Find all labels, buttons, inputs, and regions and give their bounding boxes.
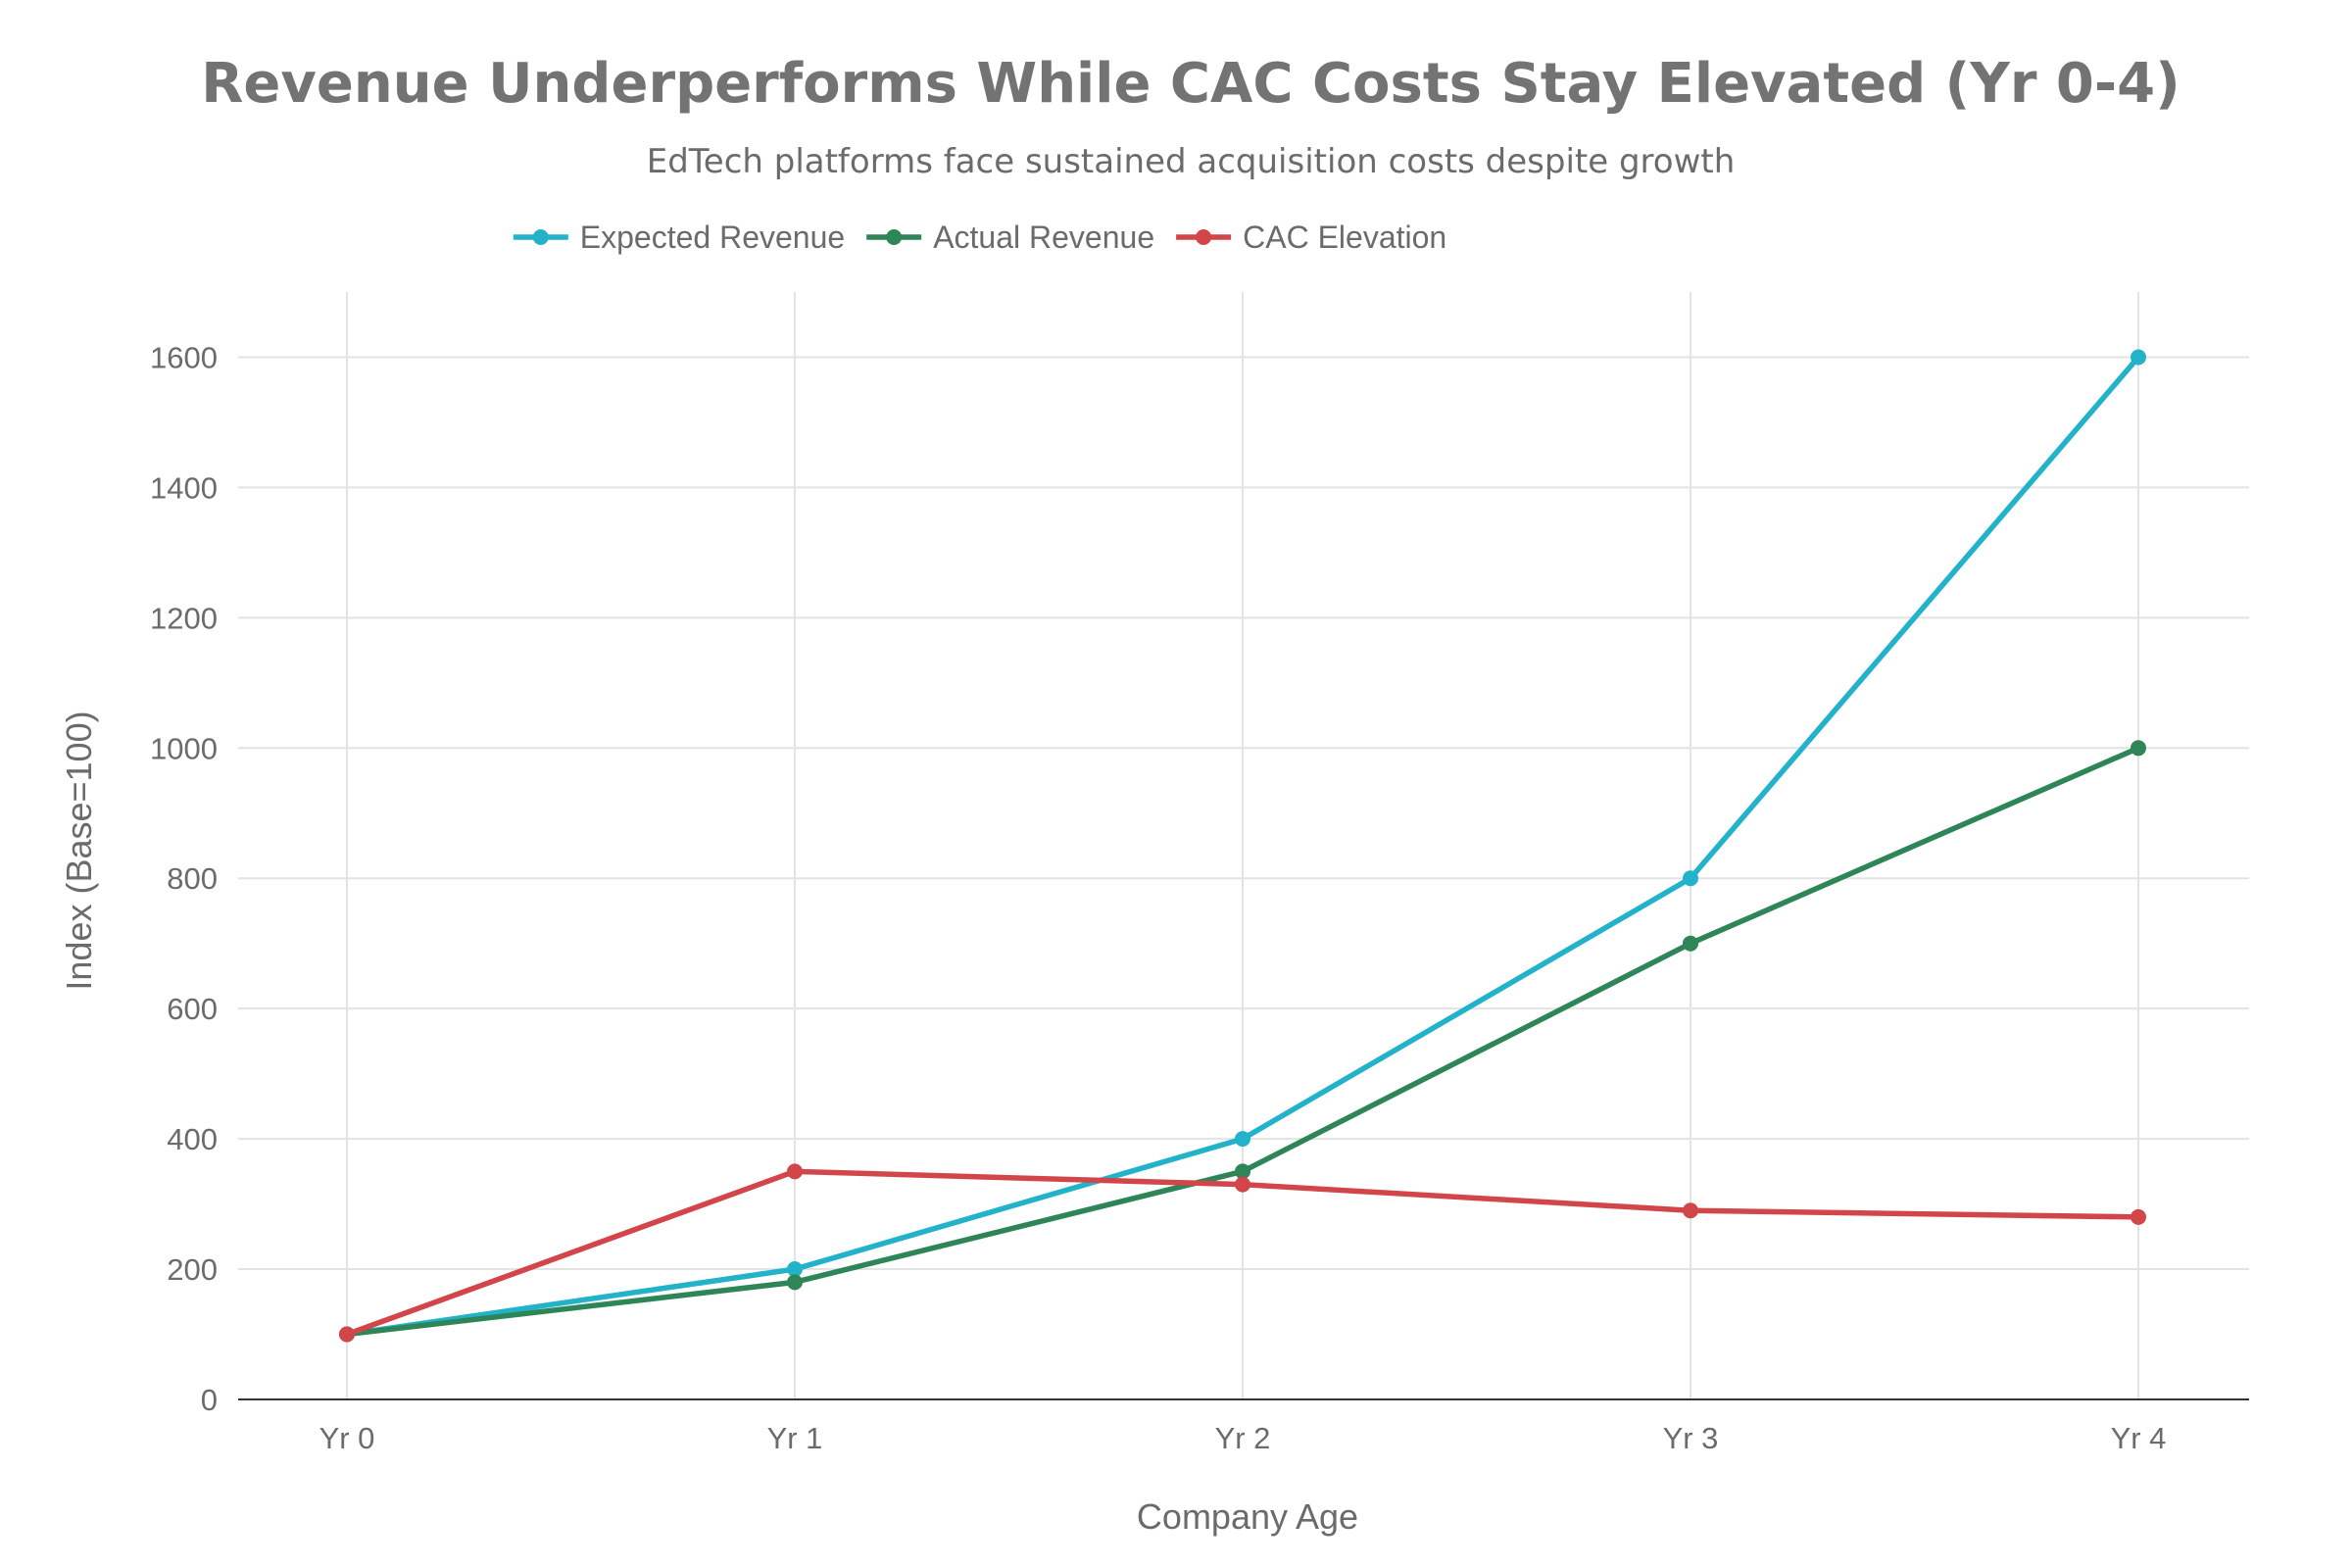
y-tick-label: 800 xyxy=(167,861,218,896)
data-point-cac-elevation xyxy=(2131,1208,2146,1225)
legend-item-cac-elevation: CAC Elevation xyxy=(1176,220,1446,255)
y-tick-label: 200 xyxy=(167,1252,218,1287)
data-point-expected-revenue xyxy=(787,1261,803,1278)
x-tick-label: Yr 4 xyxy=(2111,1421,2167,1455)
data-point-expected-revenue xyxy=(1235,1131,1250,1148)
legend: Expected Revenue Actual Revenue CAC Elevat… xyxy=(513,220,1446,255)
y-tick-label: 1000 xyxy=(150,731,218,765)
x-tick-label: Yr 1 xyxy=(767,1421,823,1455)
x-tick-label: Yr 2 xyxy=(1215,1421,1271,1455)
y-tick-label: 400 xyxy=(167,1122,218,1156)
legend-label: CAC Elevation xyxy=(1243,220,1446,255)
legend-swatch-marker xyxy=(886,229,903,245)
data-point-expected-revenue xyxy=(2131,349,2146,366)
series-group xyxy=(339,349,2146,1343)
legend-item-actual-revenue: Actual Revenue xyxy=(866,220,1154,255)
data-point-actual-revenue xyxy=(2131,740,2146,757)
chart-title: Revenue Underperforms While CAC Costs St… xyxy=(201,52,2180,116)
chart-subtitle: EdTech platforms face sustained acquisit… xyxy=(647,142,1736,181)
legend-swatch-marker xyxy=(532,229,549,245)
data-point-cac-elevation xyxy=(339,1326,355,1343)
y-tick-label: 1600 xyxy=(150,340,218,374)
data-point-actual-revenue xyxy=(1683,935,1698,952)
legend-label: Expected Revenue xyxy=(580,220,845,255)
y-tick-label: 1200 xyxy=(150,601,218,635)
data-point-actual-revenue xyxy=(1235,1163,1250,1180)
x-tick-label: Yr 3 xyxy=(1663,1421,1719,1455)
y-tick-label: 600 xyxy=(167,992,218,1026)
grid xyxy=(238,292,2249,1399)
legend-item-expected-revenue: Expected Revenue xyxy=(513,220,845,255)
series-cac-elevation xyxy=(339,1163,2146,1343)
data-point-actual-revenue xyxy=(787,1274,803,1291)
legend-swatch-marker xyxy=(1196,229,1212,245)
y-axis-title: Index (Base=100) xyxy=(59,710,99,990)
data-point-cac-elevation xyxy=(1235,1176,1250,1193)
data-point-cac-elevation xyxy=(787,1163,803,1180)
data-point-cac-elevation xyxy=(1683,1202,1698,1219)
x-tick-label: Yr 0 xyxy=(319,1421,375,1455)
data-point-expected-revenue xyxy=(1683,870,1698,887)
y-tick-label: 0 xyxy=(201,1383,218,1417)
x-axis-title: Company Age xyxy=(1137,1496,1358,1537)
legend-label: Actual Revenue xyxy=(933,220,1154,255)
axes: 0 200 400 600 800 1000 1200 1400 1600 Yr 0 Yr 1 Yr … xyxy=(150,340,2249,1455)
y-tick-label: 1400 xyxy=(150,470,218,505)
